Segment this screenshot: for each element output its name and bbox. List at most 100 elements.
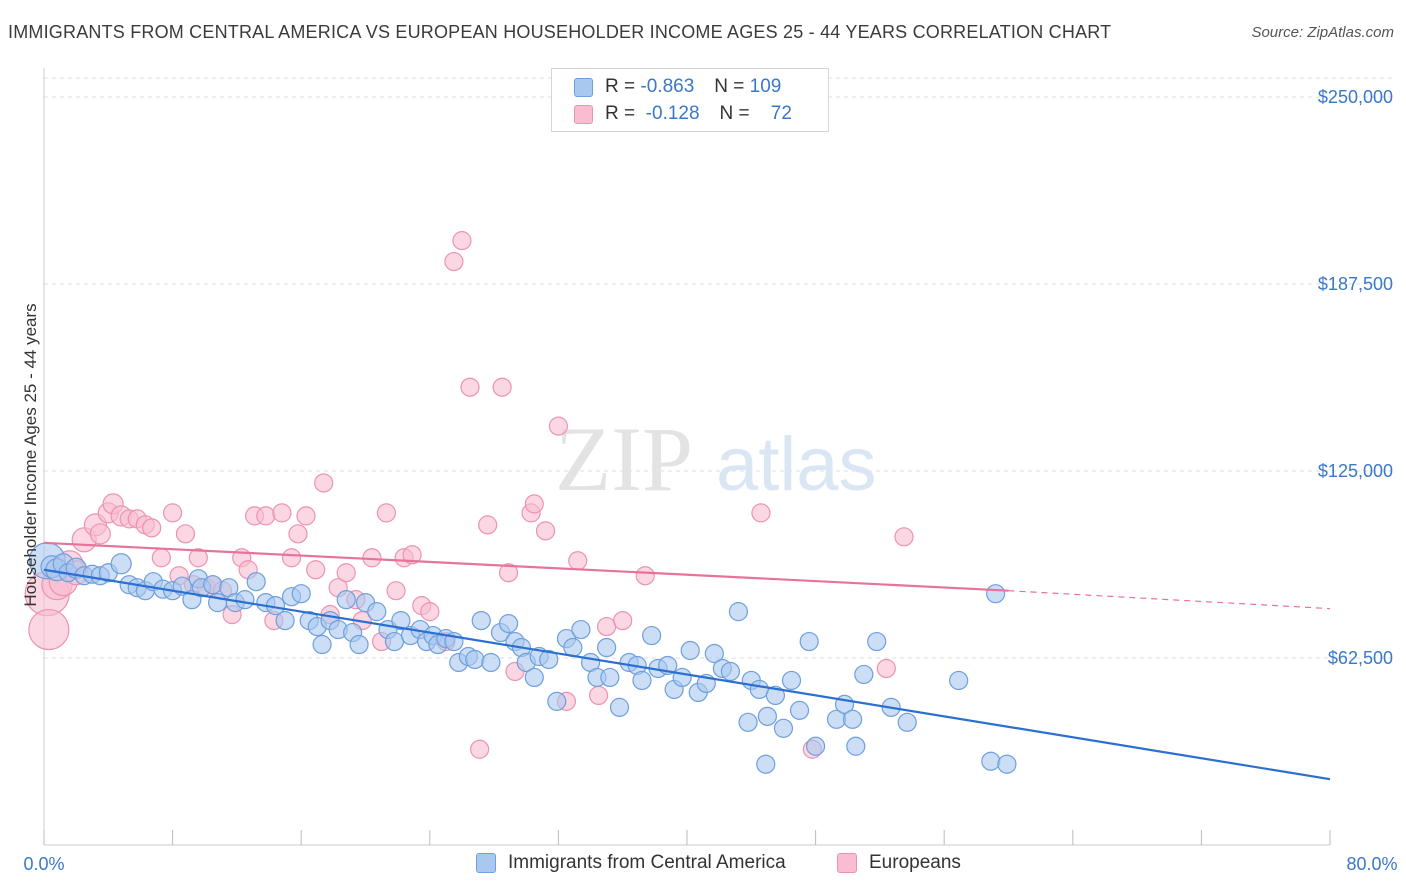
legend-swatch-blue: [574, 77, 593, 97]
point-central-america: [805, 736, 826, 756]
point-europeans: [420, 602, 440, 622]
point-europeans: [524, 494, 544, 514]
point-central-america: [738, 712, 758, 732]
point-central-america: [465, 649, 485, 670]
legend-label: Europeans: [869, 852, 961, 873]
point-central-america: [642, 625, 662, 646]
point-europeans: [175, 524, 196, 544]
point-central-america: [781, 670, 802, 691]
axes: [43, 68, 1331, 846]
point-central-america: [481, 652, 501, 673]
watermark-zip: ZIP: [555, 408, 693, 510]
legend-n-value: 109: [749, 76, 782, 97]
point-europeans: [288, 524, 308, 544]
point-central-america: [672, 667, 692, 688]
point-central-america: [547, 691, 567, 711]
point-central-america: [997, 754, 1017, 774]
point-central-america: [367, 602, 387, 622]
point-europeans: [498, 563, 519, 583]
point-central-america: [539, 649, 559, 670]
point-europeans: [296, 506, 316, 526]
point-central-america: [632, 670, 652, 691]
point-europeans: [163, 503, 183, 523]
point-central-america: [757, 706, 777, 726]
point-central-america: [349, 634, 369, 655]
series-europeans: [24, 231, 914, 759]
point-central-america: [471, 610, 491, 631]
point-central-america: [110, 553, 132, 575]
point-central-america: [867, 631, 887, 652]
point-central-america: [846, 736, 866, 756]
point-europeans: [28, 608, 70, 651]
point-central-america: [765, 685, 786, 706]
chart-title: IMMIGRANTS FROM CENTRAL AMERICA VS EUROP…: [8, 22, 1112, 42]
point-europeans: [460, 377, 480, 397]
legend-n-label: N =: [714, 76, 745, 97]
legend-r-value: -0.863: [640, 76, 695, 97]
point-europeans: [151, 548, 171, 568]
point-europeans: [314, 473, 334, 493]
trend-lines: [43, 541, 1331, 781]
point-europeans: [568, 551, 588, 571]
point-europeans: [281, 548, 302, 568]
series-legend: Immigrants from Central America European…: [0, 852, 1406, 878]
point-central-america: [773, 718, 794, 738]
point-europeans: [452, 231, 472, 251]
legend-item-europeans[interactable]: Europeans: [837, 852, 961, 874]
point-central-america: [498, 613, 519, 634]
legend-item-central-america[interactable]: Immigrants from Central America: [476, 852, 786, 874]
point-europeans: [402, 545, 422, 565]
point-central-america: [275, 610, 295, 631]
legend-n-label: N =: [719, 103, 750, 124]
point-central-america: [235, 590, 255, 610]
point-central-america: [524, 667, 544, 688]
point-central-america: [842, 709, 863, 729]
point-central-america: [246, 572, 266, 592]
point-central-america: [986, 584, 1006, 604]
point-europeans: [588, 685, 609, 706]
legend-r-value: -0.128: [645, 103, 700, 124]
trend-line-central-america: [43, 568, 1331, 781]
point-central-america: [789, 700, 810, 720]
point-europeans: [535, 521, 556, 541]
point-europeans: [613, 610, 633, 631]
legend-swatch-pink: [574, 104, 593, 124]
watermark-atlas: atlas: [716, 422, 877, 507]
point-europeans: [876, 658, 896, 679]
point-central-america: [728, 602, 749, 622]
point-europeans: [142, 518, 162, 538]
point-europeans: [444, 251, 464, 272]
x-tick-label: 80.0%: [1346, 854, 1397, 874]
legend-r-label: R =: [605, 103, 636, 124]
y-tick-label: $125,000: [1318, 461, 1393, 481]
point-europeans: [635, 566, 655, 586]
point-central-america: [571, 619, 591, 640]
point-europeans: [894, 527, 914, 547]
point-central-america: [609, 697, 630, 717]
correlation-legend: R = -0.863 N = 109 R = -0.128 N = 72: [551, 68, 829, 132]
legend-label: Immigrants from Central America: [508, 852, 786, 873]
point-europeans: [376, 503, 396, 523]
point-central-america: [680, 640, 700, 661]
point-europeans: [306, 560, 326, 580]
point-central-america: [600, 667, 620, 688]
point-europeans: [386, 581, 406, 601]
source-label: Source: ZipAtlas.com: [1251, 24, 1394, 41]
legend-swatch-pink: [837, 853, 857, 873]
point-central-america: [799, 631, 819, 652]
point-central-america: [597, 637, 617, 658]
y-tick-label: $187,500: [1318, 274, 1393, 294]
point-europeans: [492, 377, 512, 397]
point-europeans: [256, 506, 276, 526]
point-central-america: [203, 575, 223, 595]
point-central-america: [291, 584, 311, 604]
y-tick-label: $250,000: [1318, 87, 1393, 107]
point-central-america: [897, 712, 917, 732]
point-europeans: [188, 548, 208, 568]
point-central-america: [336, 590, 356, 610]
point-europeans: [470, 739, 490, 759]
legend-n-value: 72: [770, 103, 792, 124]
point-central-america: [312, 634, 332, 655]
point-central-america: [704, 643, 724, 664]
x-tick-label: 0.0%: [23, 854, 64, 874]
